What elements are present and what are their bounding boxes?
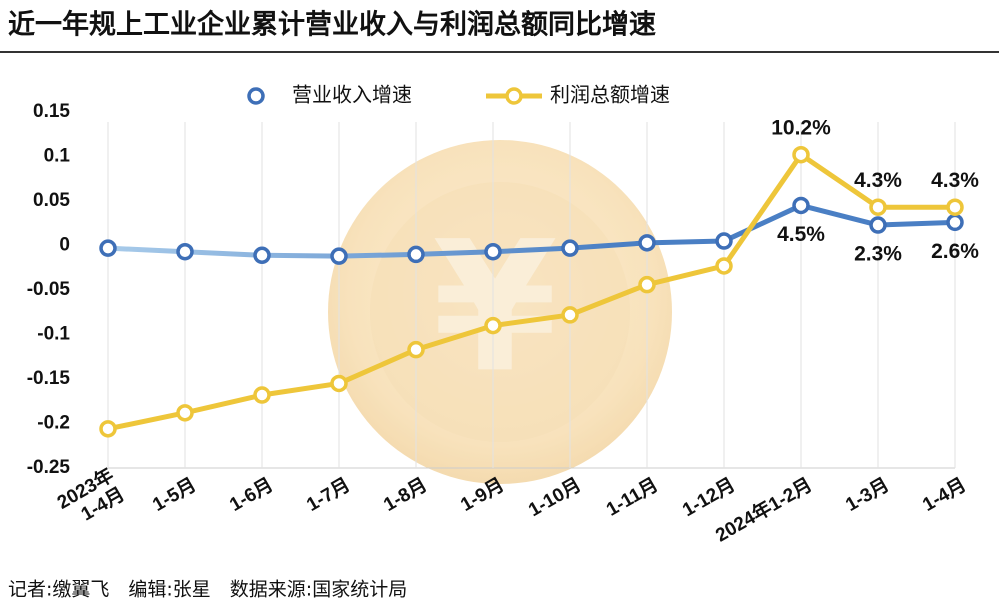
point: [484, 242, 502, 261]
x-tick-label: 1-12月: [679, 474, 739, 521]
legend-marker: [247, 87, 265, 105]
point: [561, 306, 579, 324]
point: [99, 420, 117, 438]
data-label: 10.2%: [771, 116, 831, 139]
point: [253, 246, 271, 265]
point: [99, 239, 117, 257]
point: [176, 404, 194, 422]
legend-label: 营业收入增速: [292, 83, 412, 107]
point: [792, 145, 810, 164]
point: [792, 196, 810, 215]
point: [869, 216, 887, 234]
x-tick-label: 1-11月: [603, 474, 662, 520]
legend-marker: [505, 87, 523, 105]
y-tick-label: 0.15: [33, 101, 70, 122]
x-tick-label: 1-7月: [303, 474, 354, 515]
point: [484, 316, 502, 335]
data-label: 2.3%: [854, 243, 902, 266]
series-line: [107, 152, 955, 432]
data-label: 4.3%: [931, 169, 979, 192]
background-coin: ¥: [328, 140, 672, 484]
y-tick-label: -0.2: [37, 413, 70, 434]
title: 近一年规上工业企业累计营业收入与利润总额同比增速: [8, 9, 656, 41]
svg-text:¥: ¥: [432, 203, 557, 412]
y-tick-label: -0.25: [27, 457, 71, 478]
point: [407, 245, 425, 264]
point: [330, 374, 348, 393]
point: [869, 198, 887, 216]
point: [946, 213, 964, 232]
x-tick-label: 1-10月: [525, 474, 585, 521]
point: [253, 386, 271, 404]
y-tick-label: 0.05: [33, 190, 70, 211]
data-label: 4.3%: [854, 169, 902, 192]
y-tick-label: -0.1: [37, 324, 70, 345]
point: [715, 232, 733, 250]
y-tick-label: -0.05: [27, 279, 71, 300]
y-tick-label: 0: [59, 235, 70, 256]
x-tick-label: 1-3月: [842, 474, 893, 515]
data-label: 4.5%: [777, 223, 825, 246]
x-tick-label: 1-6月: [226, 474, 277, 515]
point: [638, 275, 656, 294]
series-line: [107, 202, 956, 259]
point: [638, 234, 656, 252]
point: [407, 340, 425, 359]
x-tick-label: 1-4月: [919, 474, 970, 515]
point: [176, 242, 194, 261]
data-label: 2.6%: [931, 240, 979, 263]
point: [561, 239, 579, 257]
legend-label: 利润总额增速: [550, 83, 670, 107]
point: [330, 247, 348, 265]
x-tick-label: 1-8月: [380, 474, 431, 515]
y-tick-label: -0.15: [27, 368, 71, 389]
footer: 记者:缴翼飞 编辑:张星 数据来源:国家统计局: [8, 579, 407, 601]
point: [946, 198, 964, 216]
x-tick-label: 1-5月: [149, 474, 200, 515]
y-tick-label: 0.1: [44, 146, 71, 167]
point: [715, 257, 733, 275]
